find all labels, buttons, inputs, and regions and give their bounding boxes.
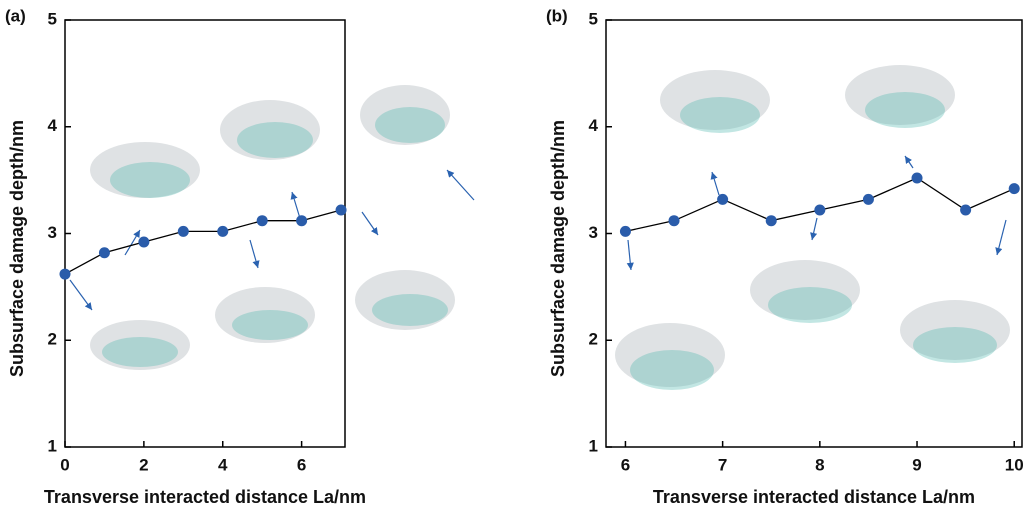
y-tick-label: 1	[48, 436, 57, 455]
x-tick-label: 9	[912, 455, 921, 474]
data-point	[960, 204, 972, 216]
y-axis-label: Subsurface damage depth/nm	[548, 120, 568, 377]
data-point	[814, 204, 826, 216]
data-point	[717, 193, 729, 205]
data-point	[619, 225, 631, 237]
y-tick-label: 4	[48, 116, 58, 135]
data-point	[138, 236, 150, 248]
data-point	[862, 193, 874, 205]
panel-label: (b)	[546, 6, 568, 25]
panel-label: (a)	[5, 6, 26, 25]
data-point	[296, 215, 308, 227]
x-tick-label: 0	[60, 455, 69, 474]
plot-frame	[64, 19, 346, 448]
x-tick-label: 10	[1005, 455, 1024, 474]
y-tick-label: 2	[48, 330, 57, 349]
data-point	[1008, 183, 1020, 195]
data-line	[64, 209, 342, 275]
y-tick-label: 1	[589, 436, 598, 455]
data-point	[668, 215, 680, 227]
data-point	[335, 204, 347, 216]
y-tick-label: 2	[589, 330, 598, 349]
y-tick-label: 3	[589, 223, 598, 242]
x-tick-label: 6	[297, 455, 306, 474]
data-point	[765, 215, 777, 227]
x-tick-label: 6	[621, 455, 630, 474]
x-tick-label: 2	[139, 455, 148, 474]
y-tick-label: 4	[589, 116, 599, 135]
data-point	[177, 225, 189, 237]
x-axis-label: Transverse interacted distance La/nm	[44, 487, 366, 507]
data-point	[911, 172, 923, 184]
data-point	[217, 225, 229, 237]
data-point	[98, 247, 110, 259]
y-tick-label: 5	[48, 9, 57, 28]
x-tick-label: 4	[218, 455, 228, 474]
decorations	[69, 65, 1010, 390]
data-point	[59, 268, 71, 280]
y-tick-label: 5	[589, 9, 598, 28]
x-tick-label: 7	[718, 455, 727, 474]
y-axis-label: Subsurface damage depth/nm	[7, 120, 27, 377]
data-point	[256, 215, 268, 227]
y-tick-label: 3	[48, 223, 57, 242]
x-tick-label: 8	[815, 455, 824, 474]
x-axis-label: Transverse interacted distance La/nm	[653, 487, 975, 507]
